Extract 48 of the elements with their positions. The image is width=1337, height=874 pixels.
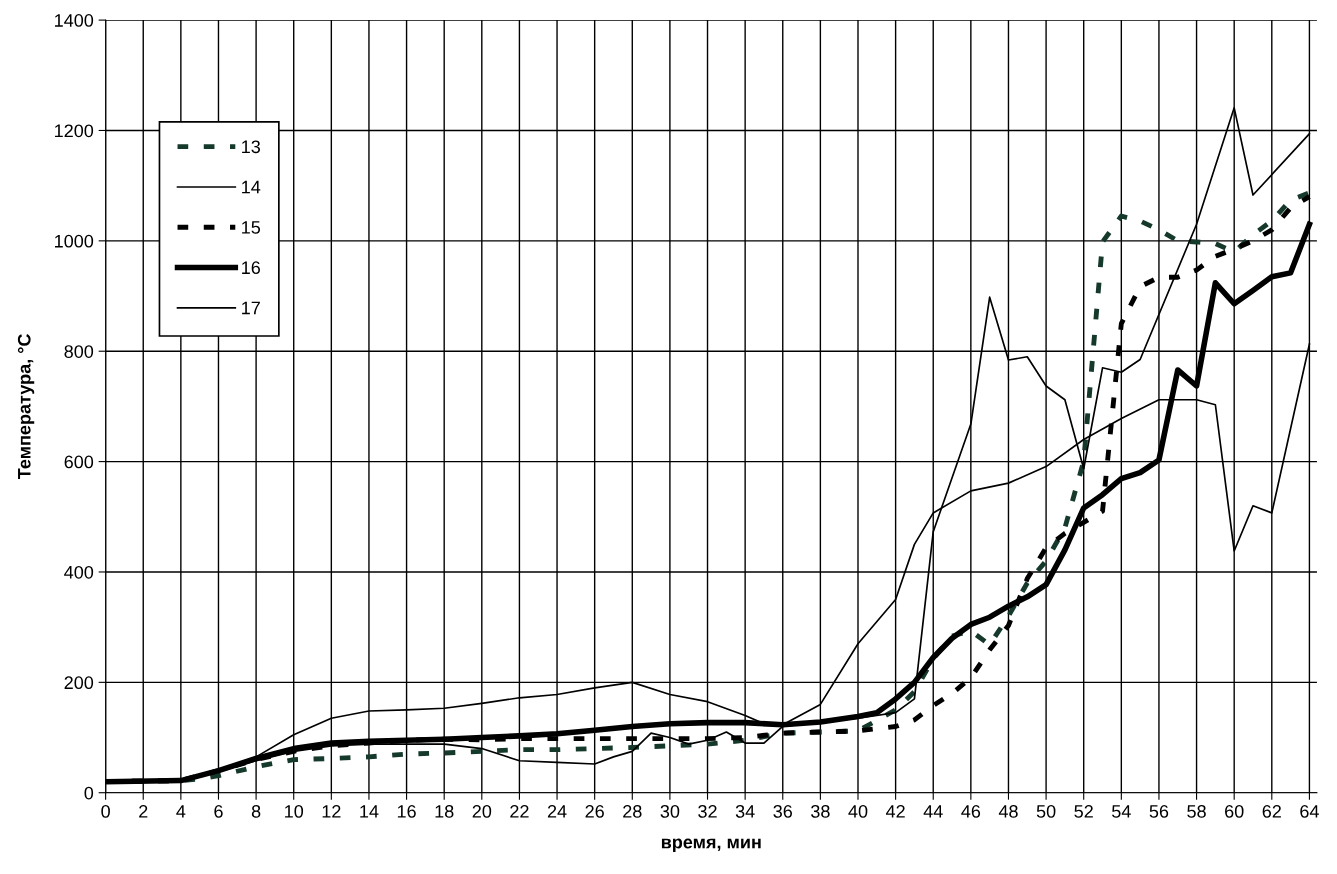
- y-tick-label: 0: [84, 786, 94, 800]
- x-tick-label: 30: [660, 805, 680, 818]
- legend-label: 15: [242, 221, 261, 234]
- x-tick-label: 12: [322, 805, 341, 818]
- x-tick-label: 48: [998, 805, 1018, 818]
- x-tick-label: 0: [101, 805, 110, 818]
- x-tick-label: 38: [811, 805, 830, 818]
- legend-label: 13: [242, 140, 261, 154]
- y-axis-title: Температура, °C: [17, 334, 35, 480]
- x-tick-label: 10: [285, 805, 304, 818]
- legend-label: 14: [242, 180, 261, 194]
- x-tick-label: 26: [585, 805, 604, 818]
- x-tick-label: 42: [885, 805, 905, 818]
- x-tick-label: 18: [435, 805, 454, 818]
- x-tick-label: 20: [472, 805, 492, 818]
- x-tick-label: 24: [547, 805, 567, 818]
- x-tick-label: 40: [848, 805, 868, 818]
- x-tick-label: 16: [397, 805, 416, 818]
- x-tick-label: 62: [1262, 805, 1281, 818]
- y-tick-label: 1200: [55, 124, 94, 138]
- x-tick-label: 4: [176, 805, 186, 818]
- y-tick-label: 600: [64, 455, 94, 469]
- x-tick-label: 64: [1300, 805, 1319, 818]
- x-tick-label: 50: [1036, 805, 1056, 818]
- x-tick-label: 6: [214, 805, 223, 818]
- x-tick-label: 36: [773, 805, 793, 818]
- y-tick-label: 400: [64, 565, 94, 579]
- x-tick-label: 22: [510, 805, 529, 818]
- x-tick-label: 46: [961, 805, 981, 818]
- x-tick-label: 34: [735, 805, 755, 818]
- x-tick-label: 32: [698, 805, 717, 818]
- y-tick-label: 200: [64, 676, 94, 690]
- y-tick-label: 800: [64, 345, 94, 358]
- x-tick-label: 28: [623, 805, 642, 818]
- x-tick-label: 14: [360, 805, 379, 818]
- legend-label: 17: [242, 301, 260, 315]
- x-tick-label: 52: [1074, 805, 1093, 818]
- y-tick-label: 1400: [55, 14, 94, 27]
- x-tick-label: 44: [923, 805, 943, 818]
- x-tick-label: 56: [1149, 805, 1169, 818]
- x-tick-label: 58: [1187, 805, 1206, 818]
- legend-label: 16: [242, 261, 261, 275]
- x-axis-title: время, мин: [661, 838, 761, 853]
- x-tick-label: 8: [251, 805, 261, 818]
- x-tick-label: 60: [1225, 805, 1244, 818]
- y-tick-label: 1000: [55, 234, 94, 248]
- x-tick-label: 54: [1112, 805, 1131, 818]
- x-tick-label: 2: [139, 805, 148, 818]
